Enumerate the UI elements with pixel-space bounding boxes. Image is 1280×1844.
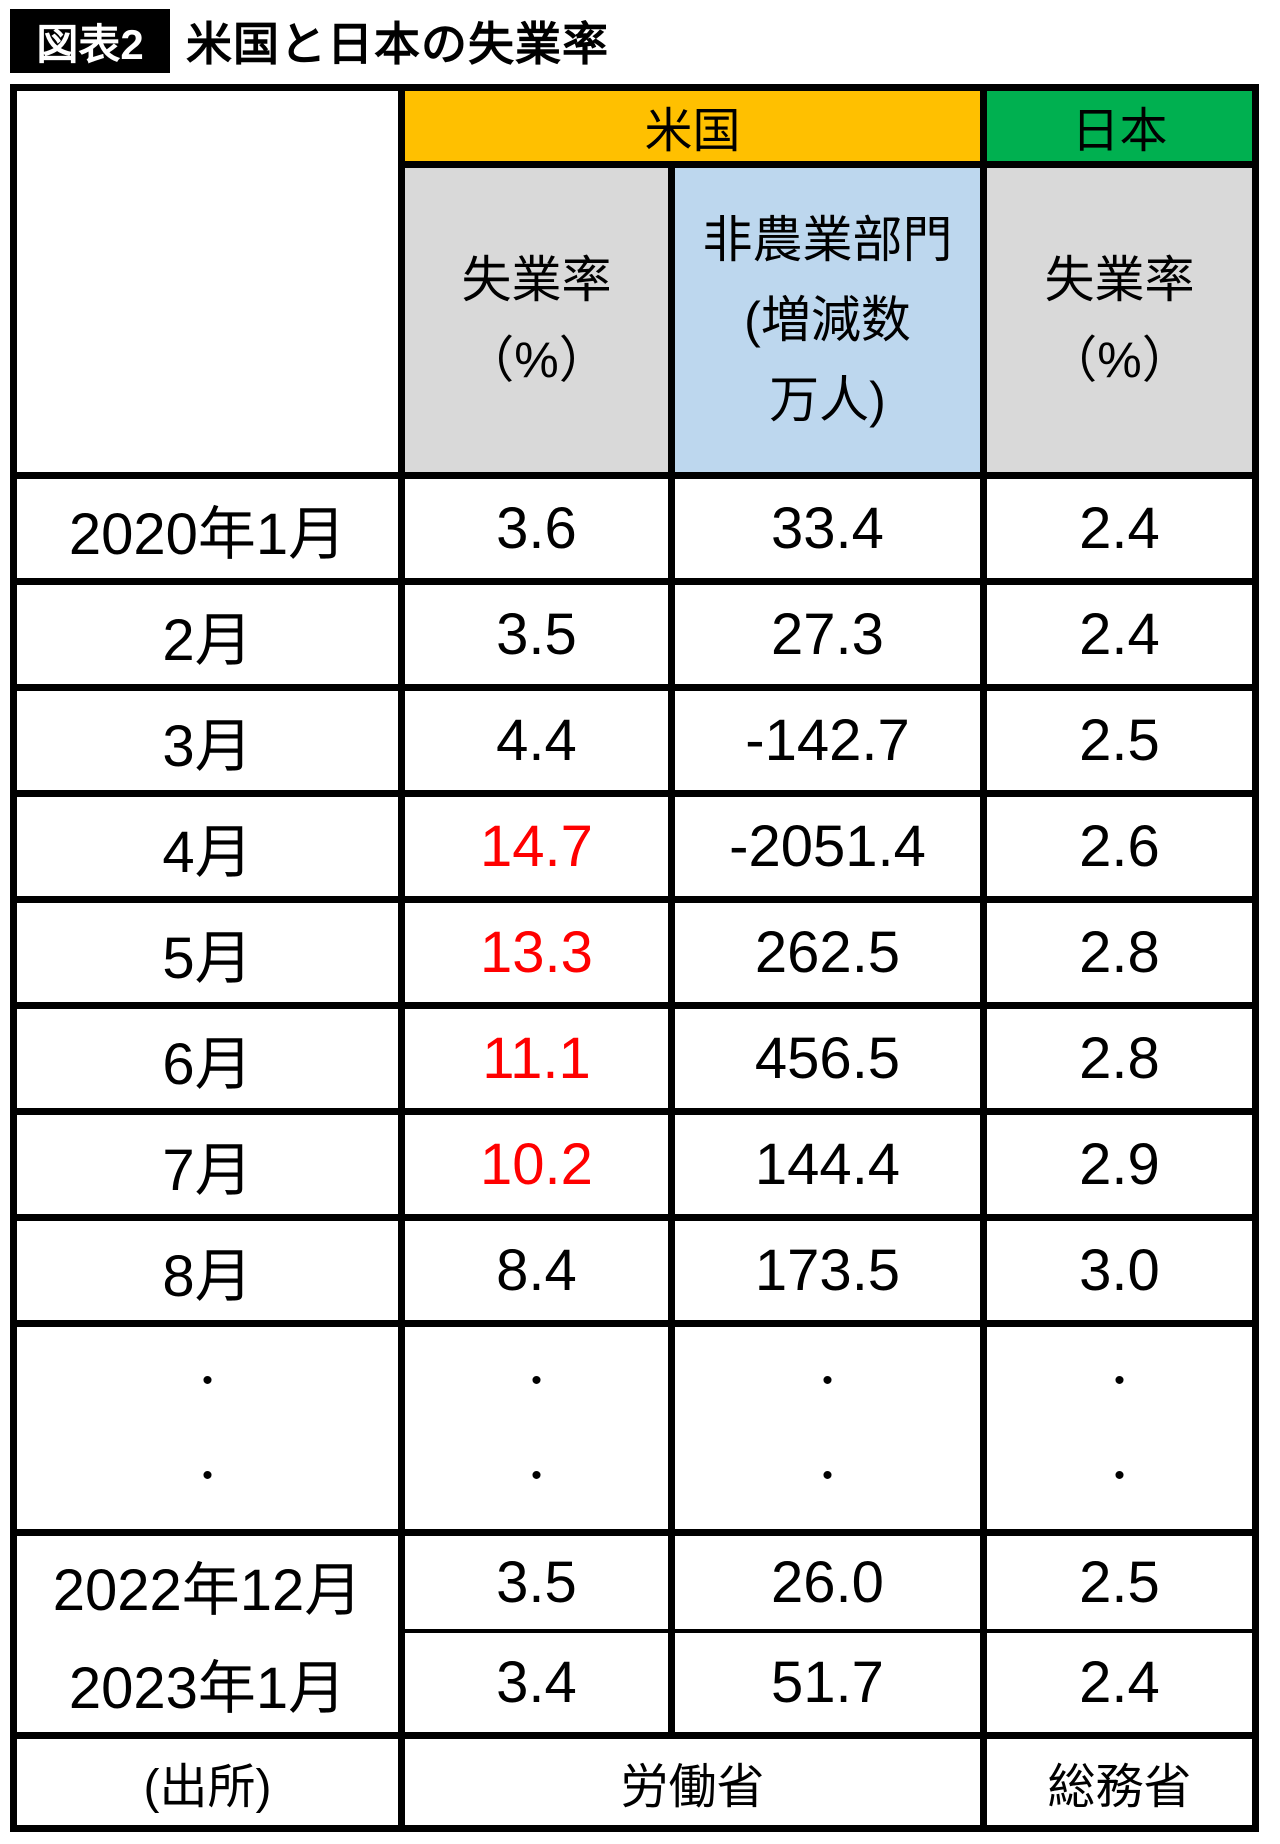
corner-cell [10, 84, 405, 479]
column-header-us-nonfarm: 非農業部門 (増減数 万人) [668, 161, 987, 479]
us-nonfarm-cell: 144.4 [668, 1108, 987, 1221]
header-line: （%） [1047, 332, 1192, 388]
ellipsis-cell: • • [10, 1320, 405, 1536]
ellipsis-dot: • [531, 1363, 542, 1397]
page-title: 米国と日本の失業率 [186, 18, 609, 70]
ellipsis-stack: • • [679, 1333, 977, 1523]
row-label: 3月 [10, 684, 405, 797]
ellipsis-dot: • [202, 1363, 213, 1397]
us-rate-cell: 3.6 [398, 472, 675, 585]
row-label: 7月 [10, 1108, 405, 1221]
us-nonfarm-cell: 26.0 [668, 1528, 987, 1633]
source-label: (出所) [10, 1732, 405, 1832]
table-row: 2月 3.5 27.3 2.4 [10, 578, 1259, 691]
japan-rate-cell: 2.8 [980, 896, 1259, 1009]
figure-badge: 図表2 [10, 9, 170, 73]
ellipsis-stack: • • [409, 1333, 665, 1523]
japan-rate-cell: 2.6 [980, 790, 1259, 903]
us-rate-cell: 3.5 [398, 1528, 675, 1633]
us-rate-cell: 11.1 [398, 1002, 675, 1115]
row-label: 5月 [10, 896, 405, 1009]
ellipsis-cell: • • [398, 1320, 675, 1536]
us-nonfarm-cell: 262.5 [668, 896, 987, 1009]
us-nonfarm-cell: -2051.4 [668, 790, 987, 903]
ellipsis-dot: • [822, 1458, 833, 1492]
table-row: 4月 14.7 -2051.4 2.6 [10, 790, 1259, 903]
us-nonfarm-cell: 33.4 [668, 472, 987, 585]
group-header-row: 米国 日本 [10, 84, 1259, 479]
header-line: （%） [464, 332, 609, 388]
us-rate-cell: 4.4 [398, 684, 675, 797]
table-row: 2020年1月 3.6 33.4 2.4 [10, 472, 1259, 585]
row-label: 2022年12月 [52, 1558, 363, 1623]
table-row: 7月 10.2 144.4 2.9 [10, 1108, 1259, 1221]
japan-rate-cell: 2.5 [980, 684, 1259, 797]
row-label: 2020年1月 [10, 472, 405, 585]
ellipsis-cell: • • [980, 1320, 1259, 1536]
table-row: 2022年12月 2023年1月 3.5 26.0 2.5 [10, 1528, 1259, 1739]
row-label: 8月 [10, 1214, 405, 1327]
row-label: 6月 [10, 1002, 405, 1115]
japan-rate-cell: 2.9 [980, 1108, 1259, 1221]
figure-title-row: 図表2 米国と日本の失業率 [10, 8, 1280, 74]
column-header-row: 失業率 （%） 非農業部門 (増減数 万人) 失業率 （%） [14, 161, 1259, 479]
us-rate-cell: 3.5 [398, 578, 675, 691]
row-label: 2月 [10, 578, 405, 691]
japan-source: 総務省 [980, 1732, 1259, 1832]
us-rate-cell: 14.7 [398, 790, 675, 903]
ellipsis-dot: • [1114, 1458, 1125, 1492]
ellipsis-dot: • [1114, 1363, 1125, 1397]
header-line: (増減数 [744, 292, 911, 348]
japan-rate-cell: 2.4 [980, 1628, 1259, 1739]
japan-rate-cell: 3.0 [980, 1214, 1259, 1327]
ellipsis-dot: • [822, 1363, 833, 1397]
ellipsis-row: • • • • • • • • [10, 1320, 1259, 1536]
us-group-header: 米国 [398, 84, 987, 168]
row-label: 4月 [10, 790, 405, 903]
table-row: 6月 11.1 456.5 2.8 [10, 1002, 1259, 1115]
japan-rate-cell: 2.4 [980, 578, 1259, 691]
us-rate-cell: 13.3 [398, 896, 675, 1009]
source-row: (出所) 労働省 総務省 [10, 1732, 1259, 1832]
japan-rate-cell: 2.4 [980, 472, 1259, 585]
merged-label-stack: 2022年12月 2023年1月 [21, 1540, 395, 1729]
row-label: 2023年1月 [68, 1656, 347, 1721]
us-nonfarm-cell: 456.5 [668, 1002, 987, 1115]
ellipsis-dot: • [531, 1458, 542, 1492]
ellipsis-stack: • • [21, 1333, 395, 1523]
merged-row-label: 2022年12月 2023年1月 [10, 1529, 405, 1739]
table-row: 3.4 51.7 2.4 [14, 1628, 1259, 1739]
us-nonfarm-cell: -142.7 [668, 684, 987, 797]
table-row: 3月 4.4 -142.7 2.5 [10, 684, 1259, 797]
table-row: 8月 8.4 173.5 3.0 [10, 1214, 1259, 1327]
japan-rate-cell: 2.8 [980, 1002, 1259, 1115]
column-header-japan-rate: 失業率 （%） [980, 161, 1259, 479]
ellipsis-cell: • • [668, 1320, 987, 1536]
unemployment-table: 米国 日本 失業率 （%） 非農業部門 (増減数 万人) 失業率 （%） 202… [10, 84, 1259, 1832]
ellipsis-dot: • [202, 1458, 213, 1492]
header-line: 失業率 [461, 252, 612, 308]
us-source: 労働省 [398, 1732, 987, 1832]
japan-group-header: 日本 [980, 84, 1259, 168]
table-row: 5月 13.3 262.5 2.8 [10, 896, 1259, 1009]
us-rate-cell: 8.4 [398, 1214, 675, 1327]
us-nonfarm-cell: 173.5 [668, 1214, 987, 1327]
header-line: 非農業部門 [702, 212, 953, 268]
us-rate-cell: 10.2 [398, 1108, 675, 1221]
us-nonfarm-cell: 51.7 [668, 1628, 987, 1739]
japan-rate-cell: 2.5 [980, 1528, 1259, 1633]
us-nonfarm-cell: 27.3 [668, 578, 987, 691]
ellipsis-stack: • • [991, 1333, 1249, 1523]
header-line: 失業率 [1044, 252, 1195, 308]
header-line: 万人) [769, 372, 886, 428]
us-rate-cell: 3.4 [398, 1628, 675, 1739]
column-header-us-rate: 失業率 （%） [398, 161, 675, 479]
